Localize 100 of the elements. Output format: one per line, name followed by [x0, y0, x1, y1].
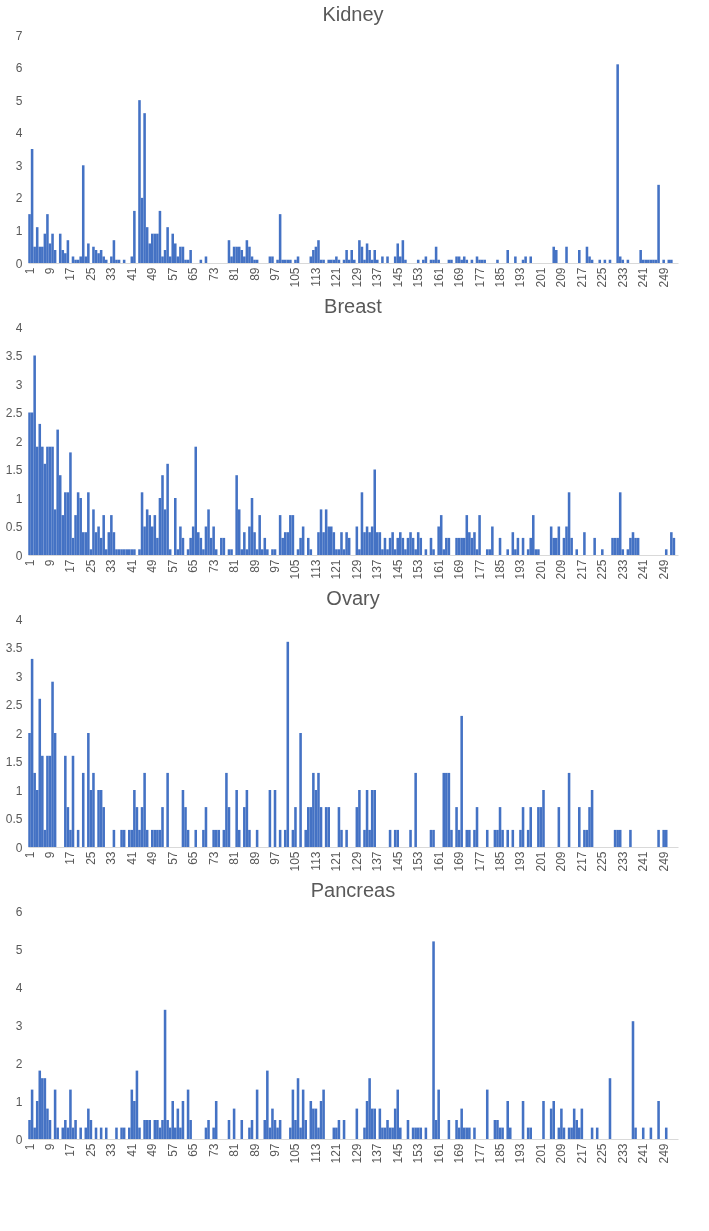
y-tick-label: 2 — [15, 726, 23, 741]
x-tick-label: 41 — [124, 851, 139, 865]
y-tick-label: 0.5 — [5, 520, 23, 534]
x-tick-label: 41 — [124, 1143, 139, 1157]
x-tick-label: 89 — [247, 559, 262, 573]
x-tick-label: 33 — [104, 1143, 119, 1157]
x-tick-label: 1 — [22, 851, 37, 859]
x-tick-label: 161 — [431, 1143, 446, 1164]
x-tick-label: 161 — [431, 267, 446, 288]
x-tick-label: 145 — [390, 559, 405, 580]
x-tick-label: 97 — [268, 851, 283, 865]
y-tick-label: 0 — [15, 548, 23, 563]
x-tick-label: 241 — [636, 559, 651, 580]
x-tick-label: 225 — [595, 851, 610, 872]
x-tick-label: 241 — [636, 1143, 651, 1164]
x-tick-label: 209 — [554, 267, 569, 288]
x-tick-label: 169 — [452, 1143, 467, 1164]
x-tick-label: 49 — [145, 559, 160, 573]
x-tick-label: 113 — [308, 559, 323, 579]
y-tick-label: 3 — [15, 158, 23, 173]
y-tick-label: 1.5 — [5, 755, 23, 769]
y-tick-label: 4 — [15, 612, 23, 627]
x-tick-label: 121 — [329, 559, 344, 580]
x-tick-label: 129 — [349, 559, 364, 580]
x-tick-label: 241 — [636, 267, 651, 288]
x-tick-label: 249 — [656, 1143, 671, 1164]
x-tick-label: 153 — [411, 559, 426, 580]
x-tick-label: 225 — [595, 559, 610, 580]
x-tick-label: 233 — [615, 559, 630, 580]
y-tick-label: 2 — [15, 1056, 23, 1071]
x-tick-label: 217 — [574, 851, 589, 872]
x-tick-label: 137 — [370, 851, 385, 872]
x-tick-label: 57 — [165, 559, 180, 573]
x-tick-label: 17 — [63, 267, 78, 281]
x-tick-label: 241 — [636, 851, 651, 872]
x-tick-label: 25 — [83, 267, 98, 281]
x-tick-label: 81 — [227, 559, 242, 573]
x-tick-label: 113 — [308, 1143, 323, 1163]
x-tick-label: 137 — [370, 267, 385, 288]
x-tick-label: 49 — [145, 267, 160, 281]
x-tick-label: 177 — [472, 851, 487, 872]
x-tick-label: 217 — [574, 559, 589, 580]
x-tick-label: 193 — [513, 559, 528, 580]
y-tick-label: 7 — [15, 28, 23, 43]
x-tick-label: 97 — [268, 559, 283, 573]
y-tick-label: 5 — [15, 942, 23, 957]
x-tick-label: 169 — [452, 559, 467, 580]
x-tick-label: 185 — [493, 559, 508, 580]
x-tick-label: 185 — [493, 267, 508, 288]
x-tick-label: 33 — [104, 851, 119, 865]
x-tick-label: 185 — [493, 1143, 508, 1164]
x-tick-label: 17 — [63, 851, 78, 865]
x-tick-label: 249 — [656, 267, 671, 288]
x-tick-label: 89 — [247, 267, 262, 281]
x-tick-label: 145 — [390, 267, 405, 288]
x-tick-label: 249 — [656, 851, 671, 872]
x-tick-label: 129 — [349, 267, 364, 288]
x-tick-label: 137 — [370, 1143, 385, 1164]
x-tick-label: 209 — [554, 1143, 569, 1164]
x-tick-label: 145 — [390, 1143, 405, 1164]
x-tick-label: 121 — [329, 267, 344, 288]
x-tick-label: 113 — [308, 267, 323, 287]
x-tick-label: 97 — [268, 1143, 283, 1157]
x-tick-label: 209 — [554, 851, 569, 872]
y-tick-label: 4 — [15, 980, 23, 995]
x-tick-label: 121 — [329, 851, 344, 872]
y-tick-label: 0 — [15, 1132, 23, 1147]
y-tick-label: 0 — [15, 840, 23, 855]
x-tick-label: 185 — [493, 851, 508, 872]
x-tick-label: 73 — [206, 1143, 221, 1157]
chart-title: Kidney — [322, 3, 384, 25]
x-tick-label: 201 — [533, 1143, 548, 1164]
x-tick-label: 177 — [472, 267, 487, 288]
x-tick-label: 49 — [145, 851, 160, 865]
y-tick-label: 2 — [15, 434, 23, 449]
x-tick-label: 153 — [411, 851, 426, 872]
y-tick-label: 1 — [15, 1094, 23, 1109]
y-tick-label: 3.5 — [5, 641, 23, 655]
x-tick-label: 33 — [104, 559, 119, 573]
x-tick-label: 1 — [22, 267, 37, 275]
x-tick-label: 193 — [513, 851, 528, 872]
x-tick-label: 97 — [268, 267, 283, 281]
x-tick-label: 193 — [513, 267, 528, 288]
x-tick-label: 1 — [22, 559, 37, 567]
x-tick-label: 33 — [104, 267, 119, 281]
x-tick-label: 249 — [656, 559, 671, 580]
x-tick-label: 153 — [411, 267, 426, 288]
y-tick-label: 3.5 — [5, 349, 23, 363]
x-tick-label: 25 — [83, 851, 98, 865]
chart-title: Breast — [324, 295, 383, 317]
y-tick-label: 1 — [15, 783, 23, 798]
x-tick-label: 9 — [42, 851, 57, 859]
x-tick-label: 177 — [472, 1143, 487, 1164]
x-tick-label: 17 — [63, 559, 78, 573]
y-tick-label: 5 — [15, 93, 23, 108]
x-tick-label: 105 — [288, 1143, 303, 1164]
x-tick-label: 89 — [247, 851, 262, 865]
x-tick-label: 65 — [186, 1143, 201, 1157]
y-tick-label: 4 — [15, 320, 23, 335]
x-tick-label: 129 — [349, 851, 364, 872]
